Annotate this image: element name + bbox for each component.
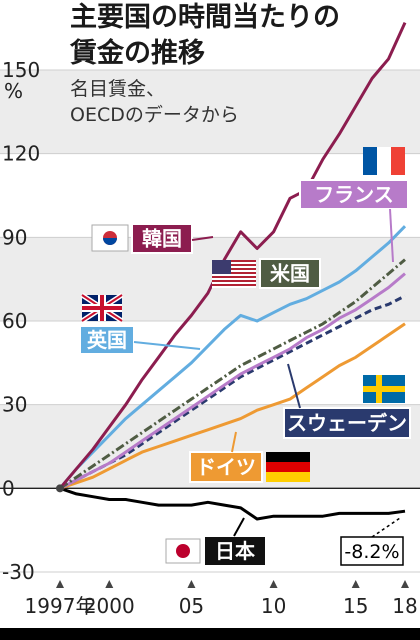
flag-france-white bbox=[377, 147, 391, 175]
flag-germany-red bbox=[266, 462, 310, 472]
annotation-leader bbox=[371, 517, 401, 538]
label-france-box bbox=[299, 179, 409, 210]
series-line-0 bbox=[58, 21, 407, 490]
flag-uk-cross-red bbox=[82, 295, 122, 321]
y-tick-label: 60 bbox=[2, 309, 27, 333]
x-tick-marker bbox=[269, 580, 278, 588]
flag-us-stripe bbox=[212, 284, 256, 286]
x-tick-label: 18 bbox=[392, 594, 417, 618]
series-line-4 bbox=[59, 294, 406, 490]
flag-us-stripe bbox=[212, 260, 256, 262]
x-tick-label: 1997年 bbox=[25, 594, 96, 618]
origin-dot bbox=[56, 484, 64, 493]
x-tick-label: 15 bbox=[343, 594, 368, 618]
x-tick-marker bbox=[105, 580, 114, 588]
series-line-5 bbox=[59, 322, 406, 490]
flag-korea-lower bbox=[103, 238, 117, 245]
label-korea: 韓国 bbox=[131, 223, 193, 254]
flag-france-blue bbox=[363, 147, 377, 175]
series-line-6 bbox=[59, 486, 406, 521]
flag-germany bbox=[266, 452, 310, 482]
chart-subtitle-line-2: OECDのデータから bbox=[70, 104, 239, 126]
flag-japan bbox=[165, 538, 201, 564]
label-uk-text: 英国 bbox=[87, 328, 127, 352]
label-us: 米国 bbox=[259, 258, 321, 289]
x-tick-label: 05 bbox=[179, 594, 204, 618]
label-us-box bbox=[259, 258, 321, 289]
y-tick-label: 0 bbox=[2, 476, 15, 500]
label-germany-box bbox=[189, 451, 263, 483]
leader-sweden bbox=[287, 363, 301, 409]
flag-us-canton bbox=[212, 260, 231, 274]
annotation-box bbox=[340, 536, 404, 566]
label-japan-text: 日本 bbox=[215, 539, 255, 563]
label-france-text: フランス bbox=[314, 183, 394, 207]
annotation-text: -8.2% bbox=[344, 541, 399, 563]
flag-us-stripe bbox=[212, 264, 256, 266]
flag-germany-black bbox=[266, 452, 310, 462]
label-us-text: 米国 bbox=[270, 262, 310, 286]
label-japan: 日本 bbox=[203, 535, 267, 567]
label-sweden-box bbox=[283, 407, 411, 439]
x-tick-label: 2000 bbox=[84, 594, 135, 618]
series-line-3 bbox=[59, 272, 406, 490]
flag-sweden-h bbox=[363, 386, 405, 392]
label-japan-box bbox=[203, 535, 267, 567]
flag-us bbox=[212, 260, 256, 288]
label-korea-box bbox=[131, 223, 193, 254]
chart-title-line-1: 主要国の時間当たりの bbox=[70, 2, 340, 33]
y-tick-label: 90 bbox=[2, 225, 27, 249]
label-germany: ドイツ bbox=[189, 451, 263, 483]
leader-korea bbox=[191, 236, 214, 241]
chart-subtitle-line-1: 名目賃金、 bbox=[70, 78, 166, 100]
label-sweden-text: スウェーデン bbox=[287, 411, 407, 435]
y-tick-label: 150 bbox=[2, 58, 40, 82]
y-axis: 150 120 90 60 30 0 -30% bbox=[2, 58, 40, 584]
flag-germany-gold bbox=[266, 472, 310, 482]
chart-title-line-2: 賃金の推移 bbox=[70, 38, 205, 69]
flag-us-stripe bbox=[212, 268, 256, 270]
series-lines bbox=[56, 21, 407, 521]
x-tick-marker bbox=[401, 580, 409, 588]
bottom-bar bbox=[0, 628, 420, 640]
x-tick-label: 10 bbox=[261, 594, 286, 618]
leader-uk bbox=[133, 341, 201, 350]
y-tick-label: 120 bbox=[2, 142, 40, 166]
label-germany-text: ドイツ bbox=[196, 455, 256, 479]
y-axis-unit: % bbox=[4, 79, 23, 103]
flag-us-stripe bbox=[212, 272, 256, 274]
label-uk-box bbox=[79, 325, 135, 355]
x-tick-marker bbox=[187, 580, 196, 588]
x-tick-marker bbox=[56, 580, 64, 588]
leader-japan bbox=[233, 517, 245, 537]
label-france: フランス bbox=[299, 179, 409, 210]
x-tick-marker bbox=[351, 580, 360, 588]
annotation-japan-value: -8.2% bbox=[340, 517, 404, 566]
series-line-2 bbox=[59, 258, 406, 490]
label-uk: 英国 bbox=[79, 325, 135, 355]
flag-france-red bbox=[391, 147, 405, 175]
flag-france bbox=[363, 147, 405, 175]
flag-sweden bbox=[363, 375, 405, 403]
leader-germany bbox=[231, 431, 237, 453]
label-korea-text: 韓国 bbox=[142, 227, 182, 251]
y-tick-label: 30 bbox=[2, 393, 27, 417]
flag-us-stripe bbox=[212, 280, 256, 282]
label-sweden: スウェーデン bbox=[283, 407, 411, 439]
flag-us-stripe bbox=[212, 276, 256, 278]
series-line-1 bbox=[58, 225, 407, 490]
flag-japan-disc bbox=[176, 544, 190, 558]
leader-france bbox=[389, 208, 394, 263]
y-tick-label: -30 bbox=[2, 560, 35, 584]
grid-band bbox=[0, 70, 420, 154]
flag-uk bbox=[80, 292, 124, 324]
flag-korea bbox=[91, 224, 129, 252]
